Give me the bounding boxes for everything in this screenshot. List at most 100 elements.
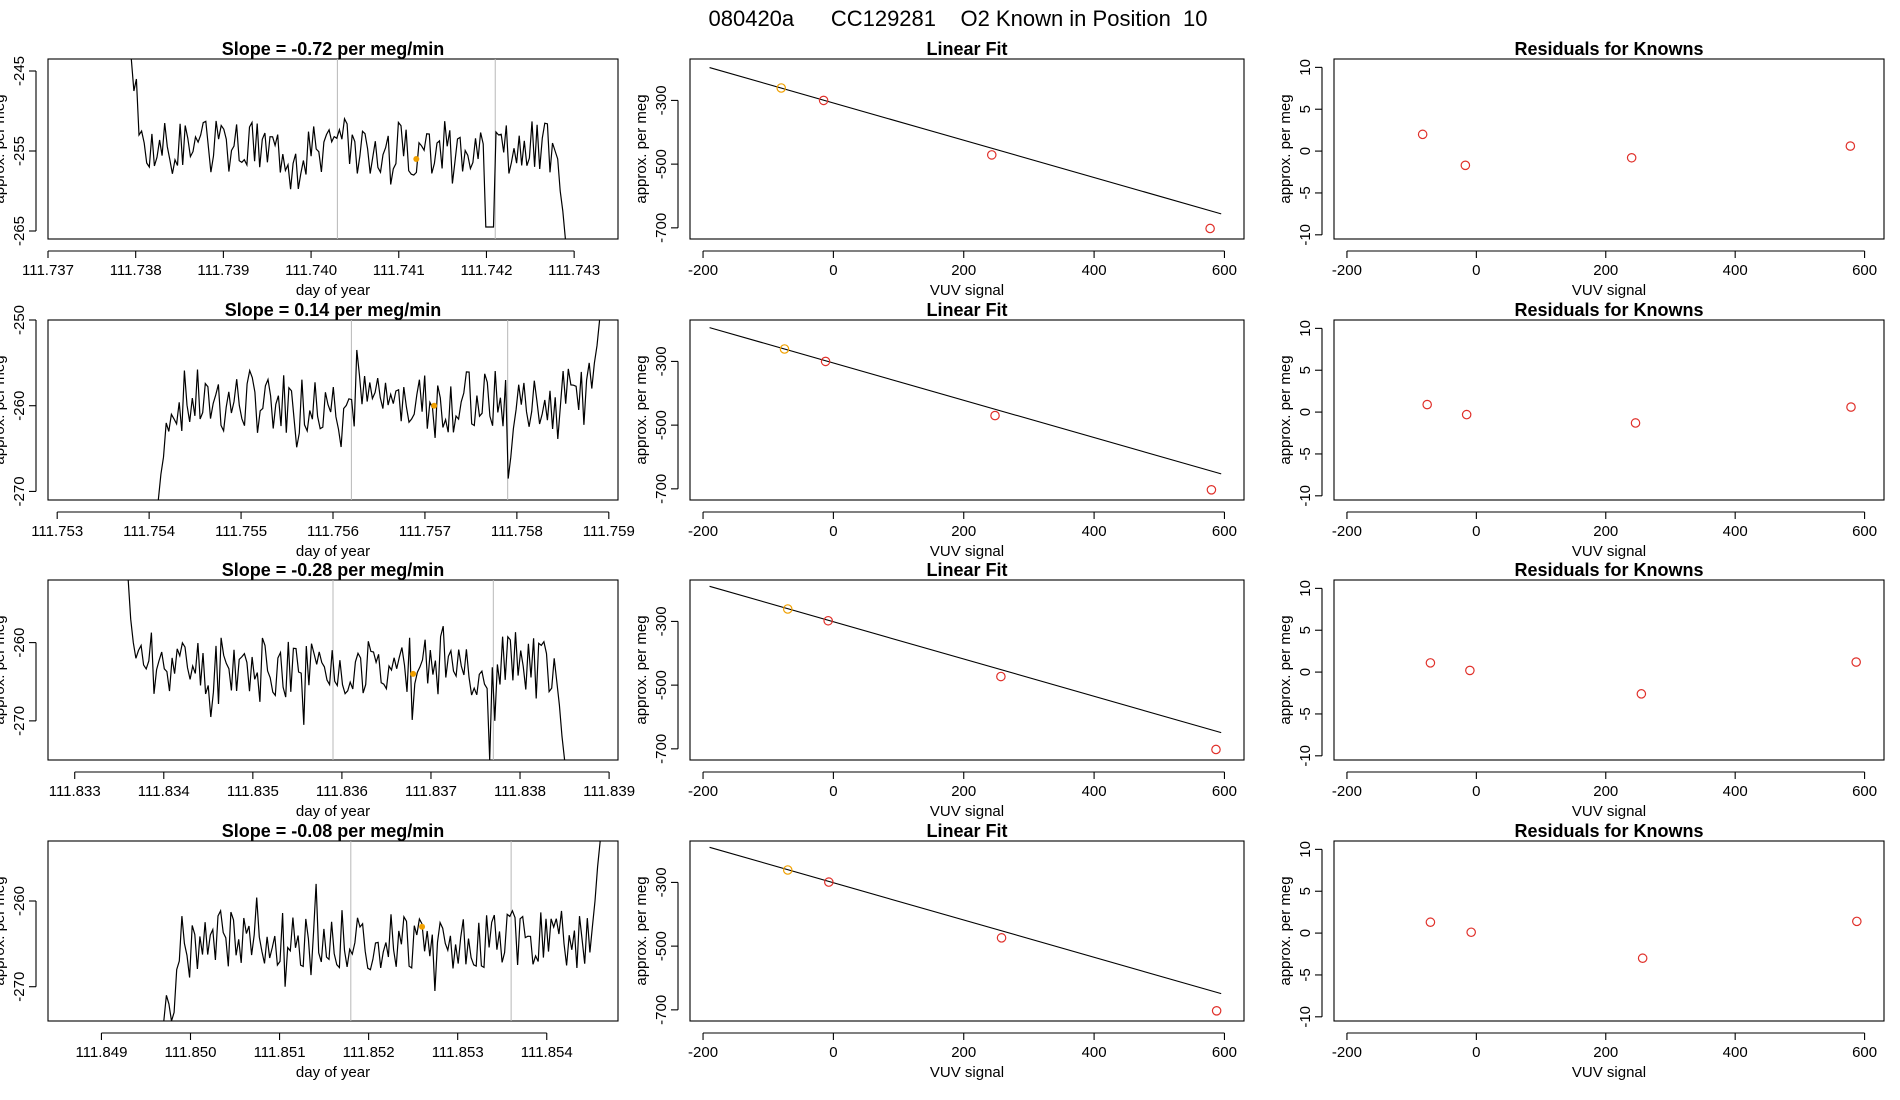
x-tick-label: 111.759 — [583, 523, 635, 540]
y-tick-label: -300 — [653, 606, 670, 636]
panel-title: Slope = -0.28 per meg/min — [222, 560, 445, 580]
fit-line — [709, 846, 1222, 995]
y-tick-label: -10 — [1297, 485, 1314, 507]
y-tick-label: -700 — [653, 474, 670, 504]
panel-4-2: Linear Fit -200 0 200 400 600 VUV signal -300 -5… — [633, 821, 1245, 1081]
x-axis-label: VUV signal — [930, 803, 1004, 820]
x-axis-label: day of year — [296, 1064, 370, 1081]
x-tick-label: 111.852 — [343, 1044, 395, 1061]
data-point — [1851, 657, 1861, 667]
plot-area — [163, 841, 601, 1021]
x-tick-label: 111.849 — [75, 1044, 127, 1061]
figure-title: 080420a CC129281 O2 Known in Position 10 — [709, 6, 1208, 31]
data-point — [1417, 129, 1428, 140]
x-tick-label: -200 — [688, 783, 718, 800]
x-tick-label: 0 — [1472, 523, 1480, 540]
x-tick-label: 111.737 — [22, 262, 74, 279]
x-tick-label: 111.835 — [227, 783, 279, 800]
fit-line — [709, 327, 1222, 475]
panel-title: Residuals for Knowns — [1514, 560, 1703, 580]
data-series-line — [157, 320, 601, 500]
plot-frame — [47, 58, 619, 240]
y-tick-label: 5 — [1297, 366, 1314, 374]
data-point — [818, 95, 829, 106]
panel-1-2: Linear Fit -200 0 200 400 600 VUV signal -300 -5… — [633, 39, 1245, 299]
y-tick-label: 0 — [1297, 668, 1314, 676]
y-axis-label: approx. per meg — [0, 876, 8, 985]
x-tick-label: 600 — [1212, 1044, 1237, 1061]
plot-area — [1417, 129, 1856, 171]
y-axis-label: approx. per meg — [1277, 355, 1294, 464]
y-tick-label: -10 — [1297, 1006, 1314, 1028]
y-tick-label: -270 — [11, 972, 28, 1002]
panel-4-3: Residuals for Knowns -200 0 200 400 600 VUV si… — [1277, 821, 1885, 1081]
x-tick-label: -200 — [688, 262, 718, 279]
panel-4-1: Slope = -0.08 per meg/min 111.849 111.850 1… — [0, 821, 619, 1081]
y-tick-label: -700 — [653, 213, 670, 243]
x-tick-label: 200 — [951, 783, 976, 800]
x-tick-label: 0 — [829, 783, 837, 800]
plot-area — [157, 320, 601, 500]
x-tick-label: 111.754 — [123, 523, 175, 540]
y-axis-label: approx. per meg — [0, 615, 8, 724]
y-tick-label: 10 — [1297, 580, 1314, 597]
x-axis-label: day of year — [296, 282, 370, 299]
panel-title: Residuals for Knowns — [1514, 39, 1703, 59]
x-tick-label: 111.836 — [316, 783, 368, 800]
y-tick-label: -500 — [653, 931, 670, 961]
x-tick-label: -200 — [1332, 523, 1362, 540]
x-tick-label: 111.756 — [307, 523, 359, 540]
y-tick-label: -500 — [653, 410, 670, 440]
y-axis-label: approx. per meg — [633, 615, 650, 724]
panel-2-2: Linear Fit -200 0 200 400 600 VUV signal -300 -5… — [633, 300, 1245, 560]
x-tick-label: 111.753 — [31, 523, 83, 540]
x-tick-label: 111.837 — [405, 783, 457, 800]
y-tick-label: 5 — [1297, 105, 1314, 113]
data-point — [1846, 402, 1856, 412]
panel-1-3: Residuals for Knowns -200 0 200 400 600 VUV si… — [1277, 39, 1885, 299]
panel-3-1: Slope = -0.28 per meg/min 111.833 111.834 1… — [0, 560, 635, 820]
x-tick-label: 0 — [1472, 783, 1480, 800]
y-tick-label: -5 — [1297, 186, 1314, 199]
x-tick-label: 200 — [1593, 783, 1618, 800]
x-tick-label: 111.740 — [285, 262, 337, 279]
x-tick-label: 0 — [829, 262, 837, 279]
x-tick-label: -200 — [688, 1044, 718, 1061]
x-tick-label: 600 — [1212, 783, 1237, 800]
x-tick-label: 111.739 — [197, 262, 249, 279]
y-tick-label: 10 — [1297, 59, 1314, 76]
panel-title: Slope = 0.14 per meg/min — [225, 300, 442, 320]
x-tick-label: 400 — [1723, 783, 1748, 800]
panel-1-1: Slope = -0.72 per meg/min 111.737 111.738 1… — [0, 39, 619, 299]
data-series-line — [130, 59, 566, 239]
data-point — [824, 877, 834, 887]
panel-title: Residuals for Knowns — [1514, 821, 1703, 841]
x-tick-label: 200 — [1593, 1044, 1618, 1061]
y-tick-label: -5 — [1297, 968, 1314, 981]
panel-2-1: Slope = 0.14 per meg/min 111.753 111.754 11… — [0, 300, 635, 560]
x-axis-label: VUV signal — [1572, 803, 1646, 820]
x-axis-label: day of year — [296, 803, 370, 820]
y-axis-label: approx. per meg — [633, 355, 650, 464]
plot-area — [1425, 657, 1861, 699]
data-point — [1211, 744, 1221, 755]
x-tick-label: 111.833 — [49, 783, 101, 800]
x-axis-label: day of year — [296, 543, 370, 560]
y-tick-label: -10 — [1297, 224, 1314, 246]
x-tick-label: 600 — [1852, 1044, 1877, 1061]
x-tick-label: 0 — [829, 1044, 837, 1061]
data-point — [1206, 485, 1217, 495]
x-tick-label: 111.738 — [110, 262, 162, 279]
y-tick-label: -300 — [653, 867, 670, 897]
data-point — [823, 615, 833, 626]
panel-title: Slope = -0.72 per meg/min — [222, 39, 445, 59]
x-tick-label: 400 — [1082, 1044, 1107, 1061]
plot-area — [709, 67, 1222, 234]
y-tick-label: -500 — [653, 149, 670, 179]
data-point — [1465, 665, 1475, 676]
plot-frame — [1333, 840, 1885, 1022]
plot-frame — [689, 58, 1245, 240]
x-tick-label: 111.834 — [138, 783, 190, 800]
y-tick-label: -500 — [653, 670, 670, 700]
panel-title: Residuals for Knowns — [1514, 300, 1703, 320]
